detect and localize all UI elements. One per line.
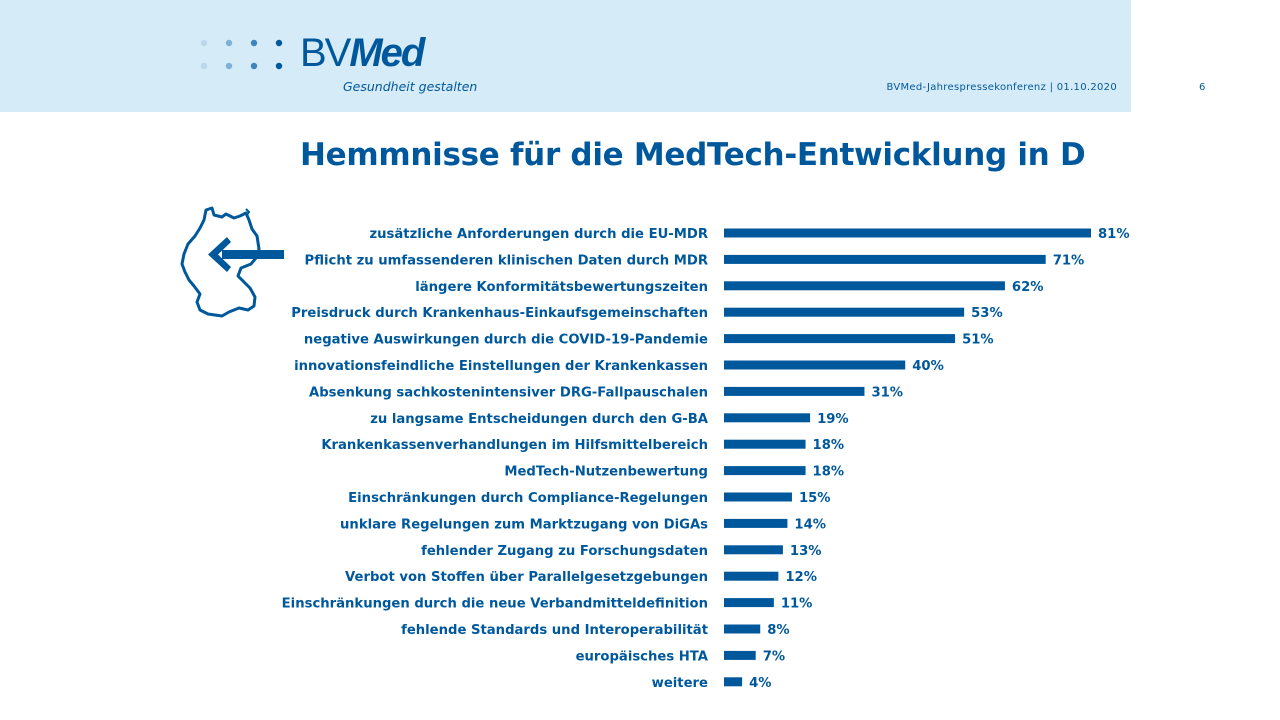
bar	[724, 624, 761, 634]
category-label: innovationsfeindliche Einstellungen der …	[294, 359, 708, 374]
value-label: 71%	[1053, 253, 1085, 268]
event-label: BVMed-Jahrespressekonferenz | 01.10.2020	[886, 82, 1117, 93]
value-label: 31%	[871, 385, 903, 400]
value-label: 51%	[962, 333, 994, 348]
bar	[724, 413, 811, 423]
bar	[724, 518, 788, 528]
logo-text-bold: Med	[349, 31, 425, 75]
category-label: fehlende Standards und Interoperabilität	[401, 623, 708, 638]
value-label: 11%	[781, 597, 813, 612]
category-label: MedTech-Nutzenbewertung	[504, 465, 708, 480]
value-label: 18%	[813, 465, 845, 480]
bvmed-logo: BVMed	[300, 31, 425, 75]
value-label: 62%	[1012, 280, 1044, 295]
category-label: Preisdruck durch Krankenhaus-Einkaufsgem…	[291, 306, 708, 321]
bar	[724, 545, 783, 555]
category-label: europäisches HTA	[576, 649, 709, 664]
bar	[724, 228, 1091, 238]
value-label: 12%	[785, 570, 817, 585]
bar	[724, 254, 1046, 264]
bar	[724, 492, 792, 502]
bar	[724, 307, 965, 317]
slide-title: Hemmnisse für die MedTech-Entwicklung in…	[300, 137, 1086, 173]
category-label: Einschränkungen durch Compliance-Regelun…	[348, 491, 708, 506]
value-label: 19%	[817, 412, 849, 427]
category-label: negative Auswirkungen durch die COVID-19…	[304, 333, 708, 348]
bar	[724, 466, 806, 476]
logo-dots-icon	[200, 39, 283, 70]
category-label: längere Konformitätsbewertungszeiten	[415, 280, 708, 295]
category-label: weitere	[652, 676, 708, 691]
logo-tagline: Gesundheit gestalten	[343, 79, 478, 94]
value-label: 18%	[813, 438, 845, 453]
category-label: Pflicht zu umfassenderen klinischen Date…	[305, 253, 708, 268]
header-band	[0, 0, 1131, 112]
bar	[724, 360, 906, 370]
category-label: Krankenkassenverhandlungen im Hilfsmitte…	[321, 438, 708, 453]
category-label: Einschränkungen durch die neue Verbandmi…	[282, 597, 708, 612]
value-label: 81%	[1098, 227, 1130, 242]
category-label: zu langsame Entscheidungen durch den G-B…	[370, 412, 709, 427]
bar	[724, 386, 865, 396]
category-label: Absenkung sachkostenintensiver DRG-Fallp…	[309, 385, 708, 400]
bar	[724, 334, 956, 344]
category-label: fehlender Zugang zu Forschungsdaten	[421, 544, 708, 559]
value-label: 7%	[763, 649, 785, 664]
bar	[724, 650, 756, 660]
value-label: 53%	[971, 306, 1003, 321]
value-label: 15%	[799, 491, 831, 506]
logo-text-light: BV	[300, 31, 351, 75]
germany-map-arrow-icon	[180, 206, 284, 318]
value-label: 13%	[790, 544, 822, 559]
value-label: 40%	[912, 359, 944, 374]
category-label: zusätzliche Anforderungen durch die EU-M…	[369, 227, 708, 242]
bar	[724, 677, 743, 687]
value-label: 14%	[794, 517, 826, 532]
bar	[724, 571, 779, 581]
bar	[724, 598, 774, 608]
value-label: 8%	[767, 623, 789, 638]
bar	[724, 281, 1005, 291]
category-label: Verbot von Stoffen über Parallelgesetzge…	[345, 570, 708, 585]
page-number: 6	[1199, 82, 1206, 93]
value-label: 4%	[749, 676, 771, 691]
category-label: unklare Regelungen zum Marktzugang von D…	[340, 517, 708, 532]
bar	[724, 439, 806, 449]
